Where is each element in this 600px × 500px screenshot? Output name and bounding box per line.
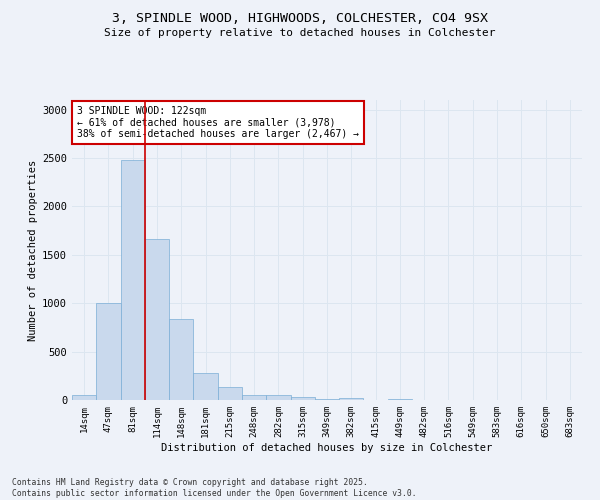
Bar (388, 398, 412, 400)
Bar (121, 160, 145, 400)
Bar (266, 395, 290, 400)
Text: Size of property relative to detached houses in Colchester: Size of property relative to detached ho… (104, 28, 496, 38)
Text: 3 SPINDLE WOOD: 122sqm
← 61% of detached houses are smaller (3,978)
38% of semi-: 3 SPINDLE WOOD: 122sqm ← 61% of detached… (77, 106, 359, 139)
Text: Contains HM Land Registry data © Crown copyright and database right 2025.
Contai: Contains HM Land Registry data © Crown c… (12, 478, 416, 498)
X-axis label: Distribution of detached houses by size in Colchester: Distribution of detached houses by size … (161, 442, 493, 452)
Bar (193, 373, 218, 400)
Bar (242, 394, 266, 400)
Bar (218, 388, 242, 400)
Bar (290, 396, 315, 400)
Bar (315, 398, 339, 400)
Bar (145, 240, 169, 400)
Bar (339, 398, 364, 400)
Bar (72, 395, 96, 400)
Bar (96, 303, 121, 400)
Text: 3, SPINDLE WOOD, HIGHWOODS, COLCHESTER, CO4 9SX: 3, SPINDLE WOOD, HIGHWOODS, COLCHESTER, … (112, 12, 488, 26)
Bar (169, 318, 193, 400)
Y-axis label: Number of detached properties: Number of detached properties (28, 160, 38, 340)
